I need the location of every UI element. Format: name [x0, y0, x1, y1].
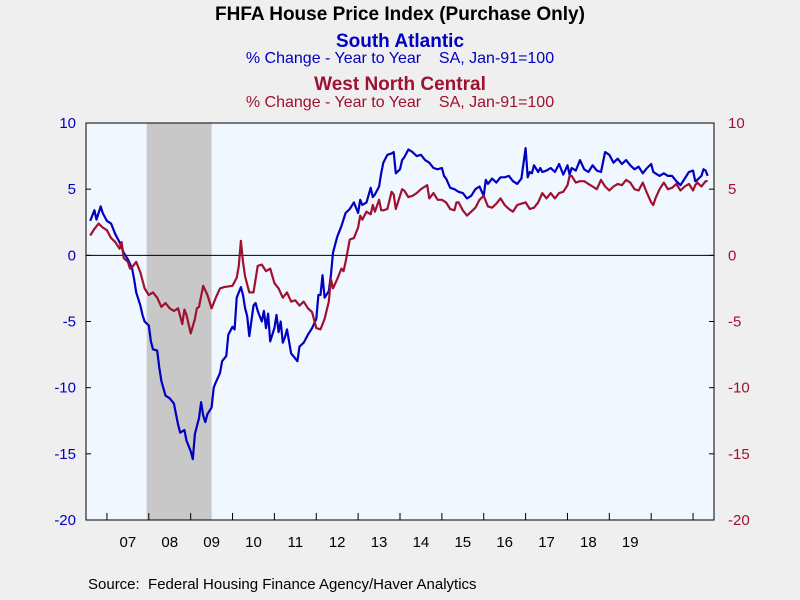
x-tick-label: 19 — [622, 534, 639, 551]
recession-band — [146, 123, 212, 520]
y-tick-label-left: -5 — [63, 314, 76, 331]
x-tick-label: 18 — [580, 534, 597, 551]
y-tick-label-left: -15 — [54, 446, 76, 463]
source-note: Source: Federal Housing Finance Agency/H… — [88, 576, 477, 593]
y-tick-label-left: -20 — [54, 512, 76, 529]
y-tick-label-left: 10 — [59, 115, 76, 132]
y-tick-label-right: 0 — [728, 247, 736, 264]
x-tick-label: 09 — [203, 534, 220, 551]
series-line-1 — [89, 147, 709, 461]
chart-title: FHFA House Price Index (Purchase Only) — [215, 4, 585, 25]
y-tick-label-left: 5 — [68, 181, 76, 198]
x-tick-label: 12 — [329, 534, 346, 551]
series-1-title: South Atlantic — [335, 31, 465, 52]
x-tick-label: 17 — [538, 534, 555, 551]
y-tick-label-right: -20 — [728, 512, 750, 529]
x-tick-label: 08 — [161, 534, 178, 551]
x-tick-label: 10 — [245, 534, 262, 551]
x-tick-label: 15 — [454, 534, 471, 551]
x-tick-label: 11 — [288, 534, 304, 551]
series-2-title: West North Central — [314, 74, 486, 95]
y-tick-label-right: -15 — [728, 446, 750, 463]
y-tick-label-right: 10 — [728, 115, 745, 132]
x-tick-label: 13 — [371, 534, 388, 551]
x-tick-label: 14 — [413, 534, 430, 551]
y-tick-label-left: 0 — [68, 247, 76, 264]
y-tick-label-right: 5 — [728, 181, 736, 198]
series-line-2 — [89, 174, 708, 335]
series-1-subtitle: % Change - Year to Year SA, Jan-91=100 — [245, 50, 555, 67]
series-2-subtitle: % Change - Year to Year SA, Jan-91=100 — [245, 94, 555, 111]
y-tick-label-right: -10 — [728, 380, 750, 397]
y-tick-label-right: -5 — [728, 314, 741, 331]
x-tick-label: 07 — [120, 534, 137, 551]
y-tick-label-left: -10 — [54, 380, 76, 397]
x-tick-label: 16 — [496, 534, 513, 551]
